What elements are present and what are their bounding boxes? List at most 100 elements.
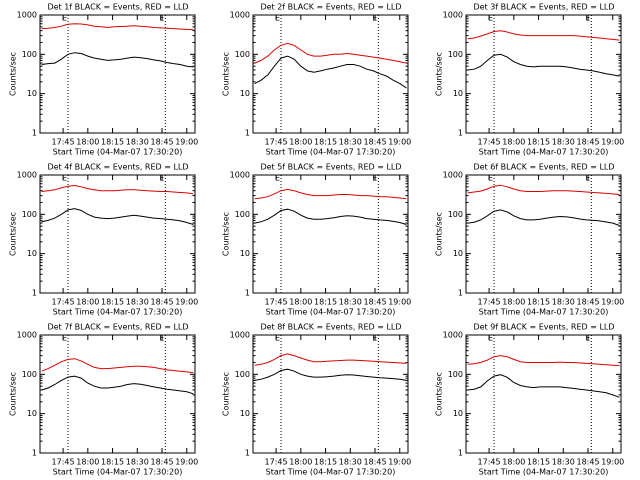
y-axis-label: Counts/sec xyxy=(222,52,231,96)
y-tick-label: 10 xyxy=(453,89,463,98)
chart-title: Det 7f BLACK = Events, RED = LLD xyxy=(47,323,188,332)
data-line xyxy=(254,208,407,225)
x-tick-label: 18:45 xyxy=(150,458,173,467)
x-tick-label: 18:15 xyxy=(527,138,550,147)
x-tick-label: 18:00 xyxy=(76,458,99,467)
x-tick-label: 17:45 xyxy=(478,298,501,307)
x-tick-label: 18:00 xyxy=(76,138,99,147)
x-axis-label: Start Time (04-Mar-07 17:30:20) xyxy=(479,468,609,477)
x-tick-label: 18:30 xyxy=(339,458,362,467)
y-tick-label: 1000 xyxy=(17,331,37,340)
y-tick-label: 1000 xyxy=(17,11,37,20)
x-tick-label: 18:15 xyxy=(314,298,337,307)
x-tick-label: 18:30 xyxy=(552,298,575,307)
y-tick-label: 100 xyxy=(22,210,37,219)
x-axis-label: Start Time (04-Mar-07 17:30:20) xyxy=(479,308,609,317)
chart-title: Det 2f BLACK = Events, RED = LLD xyxy=(260,3,401,12)
x-tick-label: 18:45 xyxy=(576,458,599,467)
plot-frame xyxy=(465,174,622,294)
x-tick-label: 18:15 xyxy=(314,458,337,467)
y-tick-label: 1 xyxy=(32,449,37,458)
y-tick-label: 1000 xyxy=(17,171,37,180)
x-tick-label: 18:45 xyxy=(150,138,173,147)
event-label: E xyxy=(159,174,164,183)
y-tick-label: 1 xyxy=(458,449,463,458)
y-tick-label: 10 xyxy=(240,89,250,98)
x-tick-label: 18:45 xyxy=(363,298,386,307)
x-tick-label: 18:45 xyxy=(363,458,386,467)
y-tick-label: 1 xyxy=(245,129,250,138)
x-tick-label: 18:15 xyxy=(101,298,124,307)
y-tick-label: 1 xyxy=(458,289,463,298)
y-tick-label: 1 xyxy=(32,289,37,298)
plot-frame xyxy=(465,14,622,134)
event-label: E xyxy=(159,334,164,343)
y-tick-label: 100 xyxy=(448,210,463,219)
y-tick-label: 10 xyxy=(27,409,37,418)
y-axis-label: Counts/sec xyxy=(9,52,18,96)
y-tick-label: 1000 xyxy=(230,331,250,340)
x-tick-label: 18:00 xyxy=(502,298,525,307)
event-label: E xyxy=(372,334,377,343)
y-tick-label: 100 xyxy=(22,370,37,379)
x-axis-label: Start Time (04-Mar-07 17:30:20) xyxy=(266,308,396,317)
plot-frame xyxy=(252,334,409,454)
x-tick-label: 18:00 xyxy=(289,138,312,147)
event-label: E xyxy=(585,14,590,23)
x-tick-label: 18:30 xyxy=(126,458,149,467)
event-label: E xyxy=(488,334,493,343)
chart-title: Det 5f BLACK = Events, RED = LLD xyxy=(260,163,401,172)
data-line xyxy=(254,188,407,200)
event-label: E xyxy=(275,174,280,183)
x-axis-label: Start Time (04-Mar-07 17:30:20) xyxy=(53,468,183,477)
x-tick-label: 18:00 xyxy=(502,458,525,467)
x-tick-label: 17:45 xyxy=(52,138,75,147)
data-line xyxy=(467,355,620,367)
x-tick-label: 17:45 xyxy=(265,298,288,307)
data-line xyxy=(254,55,407,89)
data-line xyxy=(254,42,407,64)
y-tick-label: 1000 xyxy=(443,171,463,180)
event-label: E xyxy=(488,174,493,183)
plot-frame xyxy=(39,14,196,134)
event-label: E xyxy=(275,14,280,23)
y-tick-label: 1 xyxy=(245,289,250,298)
event-label: E xyxy=(585,334,590,343)
x-axis-label: Start Time (04-Mar-07 17:30:20) xyxy=(266,148,396,157)
event-label: E xyxy=(585,174,590,183)
event-label: E xyxy=(62,334,67,343)
chart-title: Det 3f BLACK = Events, RED = LLD xyxy=(473,3,614,12)
data-line xyxy=(41,184,194,195)
chart-title: Det 8f BLACK = Events, RED = LLD xyxy=(260,323,401,332)
x-tick-label: 19:00 xyxy=(388,458,411,467)
x-tick-label: 17:45 xyxy=(478,138,501,147)
x-tick-label: 19:00 xyxy=(175,138,198,147)
x-tick-label: 18:00 xyxy=(502,138,525,147)
x-tick-label: 19:00 xyxy=(388,298,411,307)
y-tick-label: 100 xyxy=(22,50,37,59)
x-tick-label: 19:00 xyxy=(601,458,624,467)
x-axis-label: Start Time (04-Mar-07 17:30:20) xyxy=(53,148,183,157)
data-line xyxy=(41,23,194,31)
plot-frame xyxy=(465,334,622,454)
x-tick-label: 19:00 xyxy=(388,138,411,147)
y-tick-label: 1000 xyxy=(443,331,463,340)
x-tick-label: 17:45 xyxy=(265,458,288,467)
y-tick-label: 10 xyxy=(453,409,463,418)
x-axis-label: Start Time (04-Mar-07 17:30:20) xyxy=(53,308,183,317)
x-tick-label: 17:45 xyxy=(52,298,75,307)
x-tick-label: 18:00 xyxy=(76,298,99,307)
y-tick-label: 10 xyxy=(453,249,463,258)
data-line xyxy=(41,52,194,68)
y-tick-label: 10 xyxy=(240,409,250,418)
data-line xyxy=(467,53,620,77)
y-tick-label: 10 xyxy=(27,89,37,98)
y-tick-label: 1000 xyxy=(230,11,250,20)
x-tick-label: 17:45 xyxy=(265,138,288,147)
data-line xyxy=(254,353,407,366)
data-line xyxy=(254,368,407,381)
x-tick-label: 17:45 xyxy=(478,458,501,467)
y-tick-label: 1 xyxy=(458,129,463,138)
y-tick-label: 100 xyxy=(448,50,463,59)
